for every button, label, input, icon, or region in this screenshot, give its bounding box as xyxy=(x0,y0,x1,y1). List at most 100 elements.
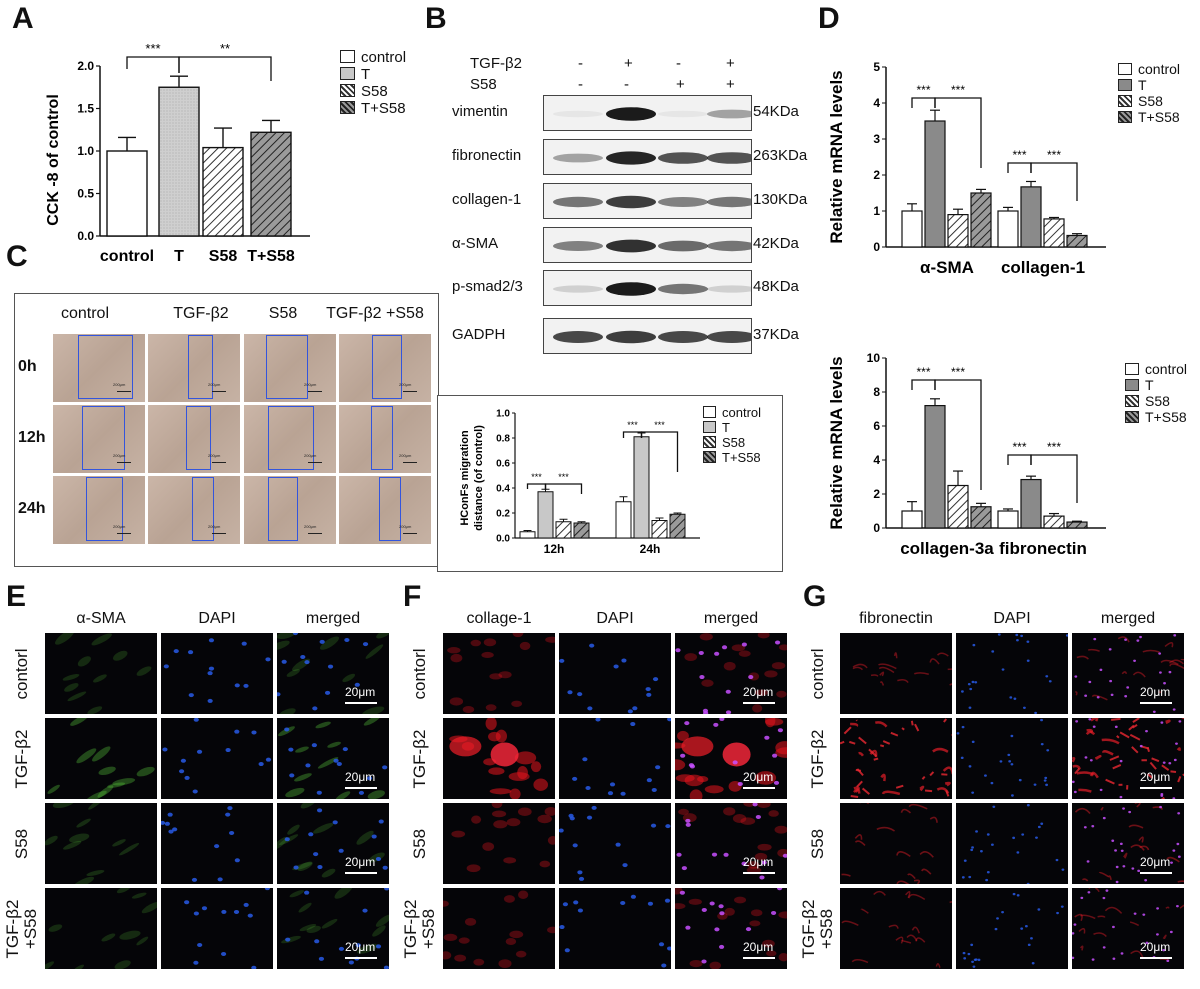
legend-label-s58: S58 xyxy=(722,435,745,450)
scratch-row-0h: 0h xyxy=(18,358,37,376)
stained-fiber xyxy=(1141,746,1148,748)
stained-cell xyxy=(334,790,351,799)
stained-fiber xyxy=(853,667,863,669)
stained-cell xyxy=(509,772,530,781)
stained-cell xyxy=(506,938,516,945)
stained-fiber xyxy=(889,925,898,928)
nucleus xyxy=(161,821,165,825)
nucleus xyxy=(572,777,577,781)
nucleus xyxy=(1011,763,1014,765)
panel_f-image-r1-c0 xyxy=(443,718,555,799)
nucleus xyxy=(1020,635,1023,637)
scale-bar xyxy=(117,391,131,392)
blot-label-0: vimentin xyxy=(452,104,508,120)
nucleus xyxy=(1120,843,1123,845)
stained-fiber xyxy=(1073,758,1075,762)
nucleus xyxy=(1056,912,1059,914)
scratch-image-24h-2: 200μm xyxy=(244,476,336,544)
stained-fiber xyxy=(895,653,897,658)
stained-cell xyxy=(87,803,106,811)
nucleus xyxy=(971,791,974,793)
bar-fibronectin-S58 xyxy=(1044,516,1064,528)
nucleus xyxy=(193,961,198,965)
stained-cell xyxy=(537,815,551,823)
nucleus xyxy=(1092,958,1095,960)
stained-fiber xyxy=(945,783,949,785)
blot-strip-5 xyxy=(543,318,752,354)
bar-collagen-1-T+S58 xyxy=(1067,235,1087,247)
nucleus xyxy=(184,776,189,780)
nucleus xyxy=(1040,719,1043,721)
nucleus xyxy=(1115,726,1118,728)
panel_e-image-r0-c0 xyxy=(45,633,157,714)
y-axis-label: Relative mRNA levels xyxy=(830,70,846,243)
scratch-image-0h-0: 200μm xyxy=(53,334,145,402)
nucleus xyxy=(1075,720,1078,722)
stained-fiber xyxy=(1075,809,1090,814)
stained-fiber xyxy=(1183,773,1184,775)
nucleus xyxy=(320,640,325,644)
nucleus xyxy=(726,690,731,694)
y-tick-label: 1.5 xyxy=(77,102,94,116)
stained-cell xyxy=(492,810,506,817)
stained-fiber xyxy=(902,941,911,943)
stained-cell xyxy=(690,960,703,967)
scratch-image-24h-3: 200μm xyxy=(339,476,431,544)
panel_e-image-r2-c1 xyxy=(161,803,273,884)
nucleus xyxy=(1109,680,1112,682)
scale-bar xyxy=(345,957,377,959)
nucleus xyxy=(289,773,294,777)
nucleus xyxy=(1084,694,1087,696)
stained-fiber xyxy=(925,791,932,792)
nucleus xyxy=(266,758,271,762)
nucleus xyxy=(1093,726,1096,728)
stained-cell xyxy=(675,903,685,909)
nucleus xyxy=(1016,851,1019,853)
stained-cell xyxy=(511,701,522,707)
blot-label-3: α-SMA xyxy=(452,236,498,252)
y-tick-label: 2 xyxy=(873,168,880,182)
nucleus xyxy=(1091,825,1094,827)
band-lane-2 xyxy=(606,196,656,208)
band-lane-4 xyxy=(707,331,751,343)
wound-region-box xyxy=(86,477,123,541)
nucleus xyxy=(718,904,723,908)
nucleus xyxy=(702,908,707,912)
wound-region-box xyxy=(379,477,401,541)
nucleus xyxy=(1111,840,1114,842)
s58-sign-4: + xyxy=(726,77,735,92)
stained-fiber xyxy=(1109,876,1112,880)
stained-cell xyxy=(539,861,550,868)
nucleus xyxy=(653,677,658,681)
stained-cell xyxy=(492,803,503,808)
panel_f-image-r0-c0 xyxy=(443,633,555,714)
nucleus xyxy=(1002,668,1005,670)
stained-cell xyxy=(45,960,55,969)
y-tick-label: 0.8 xyxy=(496,434,510,445)
nucleus xyxy=(746,927,751,931)
nucleus xyxy=(339,947,344,951)
treatment-row-tgf: TGF-β2 xyxy=(470,56,522,72)
nucleus xyxy=(197,943,202,947)
nucleus xyxy=(1026,640,1029,642)
panel_g-column-2: merged xyxy=(1072,611,1184,627)
nucleus xyxy=(595,718,600,721)
nucleus xyxy=(1142,913,1145,915)
nucleus xyxy=(1103,897,1106,899)
nucleus xyxy=(1010,735,1013,737)
scale-label: 20μm xyxy=(1140,771,1170,783)
stained-cell xyxy=(486,704,497,711)
nucleus xyxy=(317,808,322,812)
significance-label: *** xyxy=(951,83,965,97)
stained-cell xyxy=(86,705,103,714)
nucleus xyxy=(971,846,974,848)
scratch-column-3: TGF-β2 +S58 xyxy=(315,306,435,322)
band-lane-4 xyxy=(707,197,751,207)
nucleus xyxy=(1116,866,1119,868)
band-lane-2 xyxy=(606,107,656,121)
nucleus xyxy=(1106,889,1109,891)
stained-fiber xyxy=(1133,718,1139,722)
nucleus xyxy=(1044,777,1047,779)
nucleus xyxy=(235,683,240,687)
nucleus xyxy=(996,917,999,919)
